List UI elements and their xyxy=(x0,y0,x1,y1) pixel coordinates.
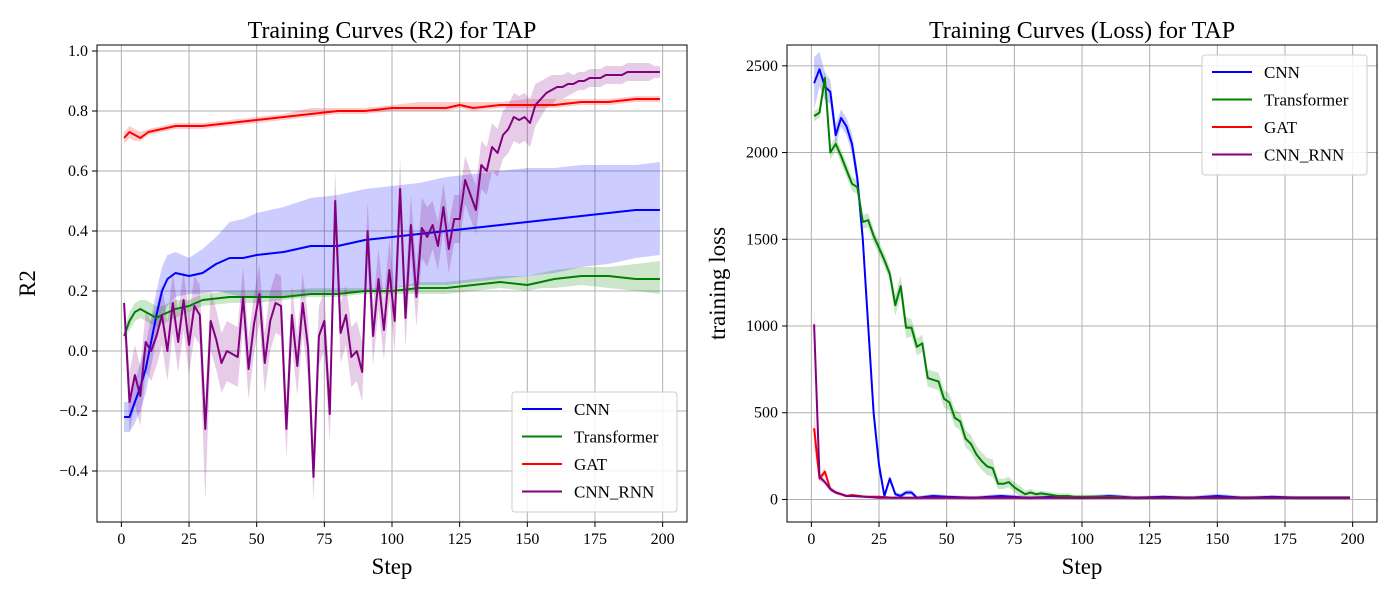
r2-x-ticks: 0 25 50 75 100 125 150 175 200 xyxy=(117,522,675,548)
loss-x-tick-label: 75 xyxy=(1006,531,1022,548)
r2-legend-label-gat: GAT xyxy=(574,455,608,474)
loss-y-axis-label: training loss xyxy=(705,227,730,340)
r2-band-transformer xyxy=(124,261,660,342)
r2-y-ticks: −0.4 −0.2 0.0 0.2 0.4 0.6 0.8 1.0 xyxy=(59,43,97,480)
r2-legend-label-transformer: Transformer xyxy=(574,428,659,447)
loss-legend-label-transformer: Transformer xyxy=(1264,91,1349,110)
r2-y-axis-label: R2 xyxy=(15,270,40,297)
r2-band-cnn xyxy=(124,162,660,432)
r2-legend: CNN Transformer GAT CNN_RNN xyxy=(511,391,678,513)
r2-y-tick-label: −0.4 xyxy=(59,463,88,480)
loss-x-tick-label: 100 xyxy=(1070,531,1094,548)
r2-legend-label-cnn-rnn: CNN_RNN xyxy=(574,483,654,502)
r2-y-tick-label: 0.8 xyxy=(68,103,88,120)
loss-series-lines xyxy=(813,68,1350,499)
r2-y-tick-label: 0.0 xyxy=(68,343,88,360)
r2-y-tick-label: 0.2 xyxy=(68,283,88,300)
loss-y-tick-label: 1500 xyxy=(746,231,778,248)
r2-x-tick-label: 200 xyxy=(651,531,675,548)
r2-x-tick-label: 50 xyxy=(249,531,265,548)
r2-y-tick-label: −0.2 xyxy=(59,403,88,420)
r2-x-axis-label: Step xyxy=(372,554,413,579)
loss-y-tick-label: 0 xyxy=(770,491,778,508)
loss-x-tick-label: 50 xyxy=(939,531,955,548)
r2-x-tick-label: 25 xyxy=(181,531,197,548)
r2-band-gat xyxy=(124,96,660,144)
r2-band-cnn-rnn xyxy=(124,63,660,501)
r2-y-tick-label: 0.4 xyxy=(68,223,88,240)
r2-line-transformer xyxy=(123,275,660,337)
r2-x-tick-label: 125 xyxy=(448,531,472,548)
loss-x-tick-label: 125 xyxy=(1138,531,1162,548)
r2-line-cnn xyxy=(124,209,660,418)
r2-legend-box xyxy=(511,391,678,513)
loss-x-tick-label: 175 xyxy=(1273,531,1297,548)
loss-y-tick-label: 1000 xyxy=(746,318,778,335)
loss-legend-box xyxy=(1201,54,1368,176)
loss-x-axis-label: Step xyxy=(1062,554,1103,579)
loss-y-ticks: 0 500 1000 1500 2000 2500 xyxy=(746,58,787,508)
loss-x-tick-label: 150 xyxy=(1205,531,1229,548)
r2-series-lines xyxy=(123,71,660,478)
loss-legend-label-gat: GAT xyxy=(1264,118,1298,137)
r2-x-tick-label: 75 xyxy=(316,531,332,548)
loss-legend-label-cnn: CNN xyxy=(1264,63,1300,82)
r2-x-tick-label: 100 xyxy=(380,531,404,548)
loss-x-tick-label: 200 xyxy=(1341,531,1365,548)
loss-y-tick-label: 2000 xyxy=(746,145,778,162)
r2-x-tick-label: 150 xyxy=(515,531,539,548)
loss-chart-title: Training Curves (Loss) for TAP xyxy=(929,18,1235,44)
loss-x-tick-label: 25 xyxy=(871,531,887,548)
loss-y-tick-label: 500 xyxy=(754,405,778,422)
r2-legend-label-cnn: CNN xyxy=(574,400,610,419)
r2-line-cnn-rnn xyxy=(123,71,660,478)
r2-x-tick-label: 0 xyxy=(117,531,125,548)
loss-legend-label-cnn-rnn: CNN_RNN xyxy=(1264,146,1344,165)
loss-chart: 0 25 50 75 100 125 150 175 200 0 500 1000 1500 2000 2… xyxy=(705,18,1378,579)
r2-confidence-bands xyxy=(124,63,660,501)
r2-y-tick-label: 1.0 xyxy=(68,43,88,60)
r2-chart: 0 25 50 75 100 125 150 175 200 −0.4 −0.2 0.0 0.2 0.4… xyxy=(15,18,688,579)
loss-legend: CNN Transformer GAT CNN_RNN xyxy=(1201,54,1368,176)
loss-y-tick-label: 2500 xyxy=(746,58,778,75)
r2-x-tick-label: 175 xyxy=(583,531,607,548)
r2-line-gat xyxy=(123,98,660,139)
loss-x-tick-label: 0 xyxy=(807,531,815,548)
loss-line-cnn-rnn xyxy=(813,324,1350,499)
loss-x-ticks: 0 25 50 75 100 125 150 175 200 xyxy=(807,522,1365,548)
r2-y-tick-label: 0.6 xyxy=(68,163,88,180)
r2-chart-title: Training Curves (R2) for TAP xyxy=(248,18,537,44)
